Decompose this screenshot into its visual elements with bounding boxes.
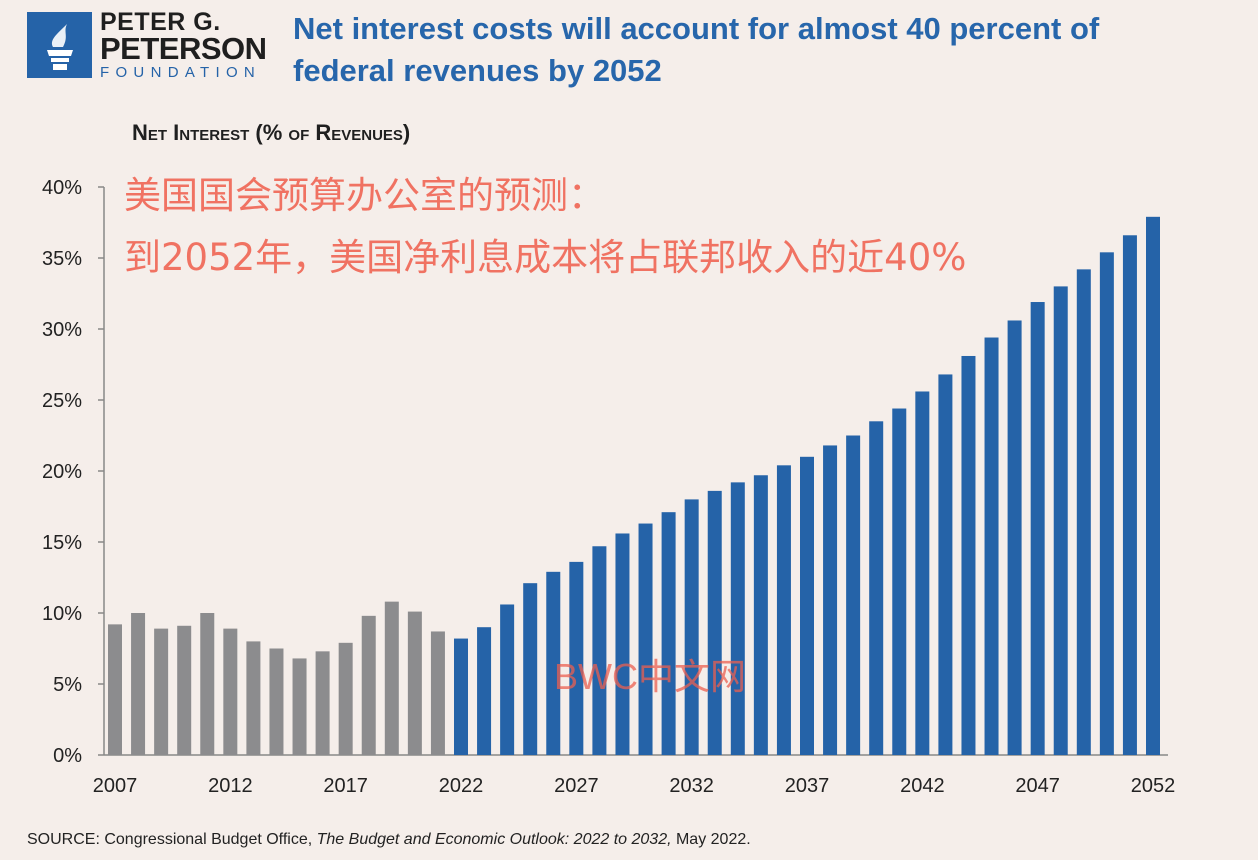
annotation-line2: 到2052年，美国净利息成本将占联邦收入的近40% [124, 236, 967, 279]
bar-2039 [846, 435, 861, 755]
bar-2044 [961, 355, 976, 755]
bar-2041 [892, 408, 907, 755]
logo-line1: PETER G. [100, 8, 221, 36]
source-title: The Budget and Economic Outlook: 2022 to… [316, 831, 672, 848]
y-tick-label: 15% [42, 532, 82, 554]
annotation-line1: 美国国会预算办公室的预测： [124, 174, 605, 217]
x-tick-label: 2052 [1131, 775, 1176, 797]
y-tick-label: 10% [42, 603, 82, 625]
chart-subtitle: Net Interest (% of Revenues) [132, 120, 411, 145]
y-tick-label: 5% [53, 674, 82, 696]
bar-2034 [730, 482, 745, 755]
bar-2052 [1146, 216, 1160, 755]
bar-2011 [200, 613, 215, 755]
bar-2024 [500, 604, 515, 755]
bar-2040 [869, 421, 884, 755]
y-tick-label: 20% [42, 461, 82, 483]
bar-2016 [315, 651, 330, 755]
bar-2042 [915, 391, 930, 755]
bar-2029 [615, 533, 630, 755]
bar-2023 [477, 627, 492, 755]
logo-line3: FOUNDATION [100, 64, 262, 81]
bar-2018 [361, 615, 376, 755]
bar-2037 [800, 456, 814, 755]
bar-2046 [1007, 320, 1022, 755]
bar-2014 [269, 648, 284, 755]
bar-2021 [430, 631, 445, 755]
bar-2010 [177, 625, 192, 755]
x-tick-label: 2032 [669, 775, 714, 797]
bar-2050 [1099, 252, 1114, 755]
bar-2028 [592, 546, 607, 755]
bar-2036 [776, 465, 791, 755]
bar-2033 [707, 490, 722, 755]
x-tick-label: 2022 [439, 775, 484, 797]
source-note: SOURCE: Congressional Budget Office, The… [27, 831, 751, 849]
x-tick-label: 2012 [208, 775, 253, 797]
y-tick-label: 35% [42, 248, 82, 270]
watermark: BWC中文网 [554, 656, 746, 697]
bar-2008 [131, 613, 146, 755]
x-tick-label: 2027 [554, 775, 599, 797]
y-tick-label: 0% [53, 745, 82, 767]
bar-2049 [1076, 269, 1091, 755]
x-tick-label: 2017 [323, 775, 368, 797]
bar-2048 [1053, 286, 1068, 755]
bar-2009 [154, 628, 169, 755]
bar-2020 [407, 611, 422, 755]
bar-2043 [938, 374, 953, 755]
chart-title: Net interest costs will account for almo… [293, 11, 1100, 88]
bar-2015 [292, 658, 307, 755]
source-prefix: SOURCE: Congressional Budget Office, [27, 831, 317, 848]
bar-2051 [1122, 235, 1137, 755]
bar-2038 [823, 445, 838, 755]
logo-torch-icon [27, 12, 92, 78]
bar-2032 [684, 499, 699, 755]
bar-2047 [1030, 302, 1045, 755]
bar-2031 [661, 512, 676, 755]
y-tick-label: 40% [42, 177, 82, 199]
bar-2019 [384, 601, 399, 755]
x-tick-label: 2042 [900, 775, 945, 797]
bar-2030 [638, 523, 653, 755]
x-tick-label: 2037 [785, 775, 830, 797]
bar-2035 [753, 475, 768, 755]
logo-line2: PETERSON [100, 31, 267, 66]
bar-2026 [546, 571, 561, 755]
bar-2045 [984, 337, 999, 755]
bar-2013 [246, 641, 261, 755]
bar-2012 [223, 628, 238, 755]
bar-2027 [569, 561, 584, 755]
bar-2017 [338, 642, 353, 755]
y-tick-label: 30% [42, 319, 82, 341]
logo-text: PETER G. PETERSON FOUNDATION [100, 10, 267, 82]
x-tick-label: 2047 [1015, 775, 1060, 797]
bar-2007 [108, 624, 122, 755]
bar-2022 [454, 638, 468, 755]
y-tick-label: 25% [42, 390, 82, 412]
bar-2025 [523, 583, 538, 755]
source-suffix: May 2022. [671, 831, 751, 848]
x-tick-label: 2007 [93, 775, 138, 797]
